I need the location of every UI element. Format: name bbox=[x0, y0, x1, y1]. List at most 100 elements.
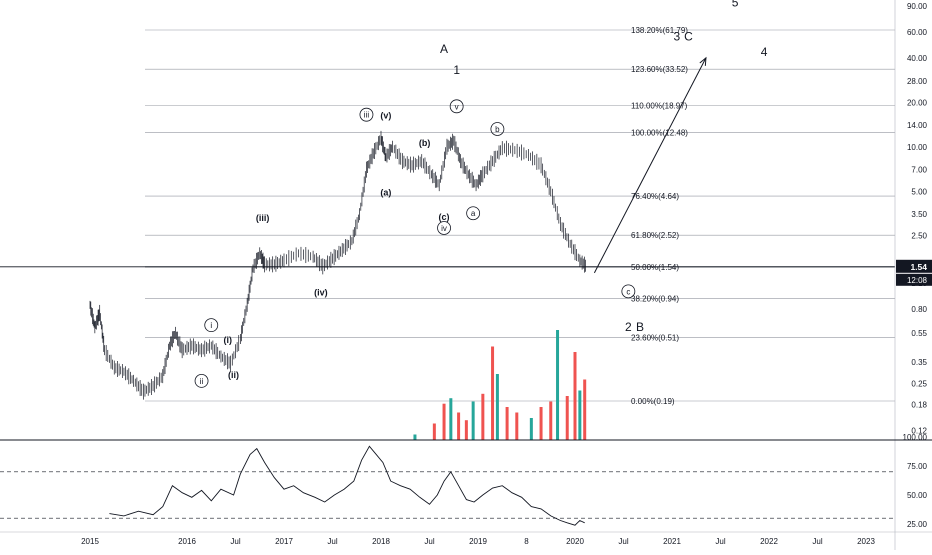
fib-label: 138.20%(61.79) bbox=[631, 26, 688, 35]
wave-label: (i) bbox=[223, 335, 232, 345]
time-tick: 2016 bbox=[178, 537, 196, 546]
price-axis[interactable]: 90.00 60.00 40.00 28.00 20.00 14.00 10.00 7.00 5… bbox=[894, 0, 932, 550]
fib-label: 110.00%(18.97) bbox=[631, 102, 688, 111]
wave-label: 4 bbox=[761, 45, 768, 59]
price-tick: 0.35 bbox=[911, 358, 927, 367]
time-axis[interactable]: 2015 2016 Jul 2017 Jul 2018 Jul 2019 8 2020 Jul 202… bbox=[81, 537, 875, 546]
wave-label: B bbox=[636, 320, 644, 334]
indicator-tick: 25.00 bbox=[907, 520, 928, 529]
countdown-value: 12:08 bbox=[907, 276, 928, 285]
price-tick: 0.80 bbox=[911, 305, 927, 314]
wave-label: (v) bbox=[380, 111, 391, 121]
wave-circle bbox=[194, 373, 209, 388]
wave-label: c bbox=[626, 287, 630, 296]
projection-line bbox=[593, 57, 707, 274]
volume-bar bbox=[457, 412, 461, 440]
wave-label: iv bbox=[441, 224, 447, 233]
volume-bar bbox=[573, 352, 577, 440]
fib-levels: 138.20%(61.79) 123.60%(33.52) 110.00%(18.9… bbox=[0, 26, 895, 406]
time-tick: 2019 bbox=[469, 537, 487, 546]
volume-bar bbox=[442, 403, 446, 440]
price-tick: 0.55 bbox=[911, 329, 927, 338]
wave-label: ii bbox=[200, 377, 204, 386]
time-tick: Jul bbox=[618, 537, 628, 546]
volume-bar bbox=[449, 398, 453, 440]
time-tick: 2018 bbox=[372, 537, 390, 546]
volume-bar bbox=[578, 390, 582, 440]
volume-bar bbox=[529, 418, 533, 440]
price-tick: 2.50 bbox=[911, 232, 927, 241]
volume-bar bbox=[481, 393, 485, 440]
volume-bar bbox=[471, 401, 475, 440]
indicator-tick: 50.00 bbox=[907, 491, 928, 500]
wave-label: a bbox=[471, 209, 476, 218]
price-tick: 0.12 bbox=[911, 426, 927, 435]
wave-circle bbox=[621, 284, 636, 299]
volume-bar bbox=[413, 434, 417, 440]
wave-label: 5 bbox=[732, 0, 739, 9]
wave-circle bbox=[449, 99, 464, 114]
volume-bar bbox=[583, 379, 587, 440]
current-price-badge bbox=[896, 259, 932, 273]
volume-bar bbox=[432, 423, 436, 440]
wave-label: C bbox=[684, 29, 693, 43]
price-tick: 20.00 bbox=[907, 98, 928, 107]
price-tick: 0.25 bbox=[911, 379, 927, 388]
price-tick: 14.00 bbox=[907, 121, 928, 130]
projection-arrowhead bbox=[699, 56, 707, 66]
fib-label: 76.40%(4.64) bbox=[631, 192, 679, 201]
fib-label: 23.60%(0.51) bbox=[631, 334, 679, 343]
volume-bar bbox=[491, 346, 495, 440]
time-tick: Jul bbox=[424, 537, 434, 546]
wave-label: iii bbox=[364, 111, 370, 120]
time-tick: 2017 bbox=[275, 537, 293, 546]
wave-label: 2 bbox=[625, 320, 632, 334]
fib-label: 38.20%(0.94) bbox=[631, 294, 679, 303]
time-tick: Jul bbox=[230, 537, 240, 546]
wave-label: b bbox=[495, 125, 500, 134]
wave-label: i bbox=[210, 321, 212, 330]
wave-circle bbox=[204, 318, 219, 333]
price-tick: 10.00 bbox=[907, 143, 928, 152]
price-tick: 40.00 bbox=[907, 54, 928, 63]
indicator-tick: 100.00 bbox=[903, 433, 928, 442]
price-tick: 5.00 bbox=[911, 187, 927, 196]
fib-label: 61.80%(2.52) bbox=[631, 231, 679, 240]
fib-label: 0.00%(0.19) bbox=[631, 397, 675, 406]
time-tick: 8 bbox=[524, 537, 529, 546]
wave-label: (a) bbox=[380, 187, 391, 197]
volume-bar bbox=[539, 407, 543, 440]
indicator-pane: 100.00 75.00 50.00 25.00 bbox=[0, 433, 932, 533]
countdown-badge bbox=[896, 273, 932, 286]
time-tick: 2021 bbox=[663, 537, 681, 546]
price-tick: 90.00 bbox=[907, 2, 928, 11]
indicator-line bbox=[109, 445, 585, 526]
wave-label: 3 bbox=[674, 29, 681, 43]
wave-label: (c) bbox=[439, 212, 450, 222]
wave-label: 1 bbox=[453, 63, 460, 77]
time-tick: 2022 bbox=[760, 537, 778, 546]
price-series bbox=[89, 130, 586, 400]
wave-label: A bbox=[440, 42, 448, 56]
wave-labels: iii(i)(ii)(iii)(iv)iii (v)(a)(b)(c)ivvabc… bbox=[194, 0, 768, 388]
time-tick: 2023 bbox=[857, 537, 875, 546]
indicator-tick: 75.00 bbox=[907, 462, 928, 471]
time-tick: Jul bbox=[715, 537, 725, 546]
price-tick: 28.00 bbox=[907, 77, 928, 86]
time-tick: Jul bbox=[327, 537, 337, 546]
fib-label: 100.00%(12.48) bbox=[631, 129, 688, 138]
wave-label: (b) bbox=[419, 138, 431, 148]
volume-bar bbox=[549, 401, 553, 440]
wave-label: (ii) bbox=[228, 370, 239, 380]
wave-circle bbox=[490, 122, 505, 136]
volume-bar bbox=[505, 407, 509, 440]
price-tick: 7.00 bbox=[911, 166, 927, 175]
price-tick: 3.50 bbox=[911, 210, 927, 219]
wave-circle bbox=[359, 107, 374, 122]
wave-circle bbox=[466, 206, 481, 221]
volume-bar bbox=[495, 374, 499, 440]
wave-circle bbox=[437, 221, 451, 235]
wave-label: v bbox=[455, 102, 459, 111]
